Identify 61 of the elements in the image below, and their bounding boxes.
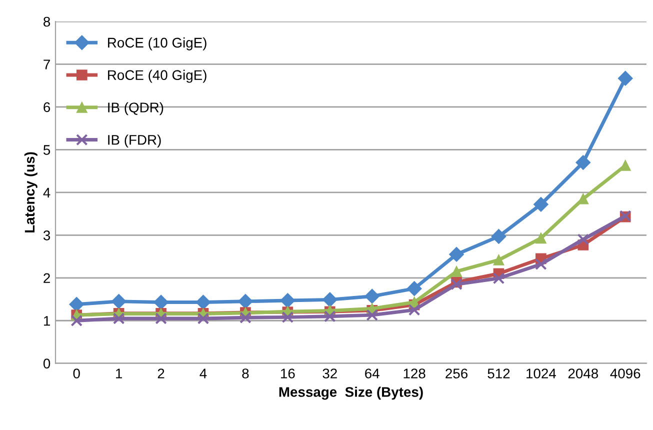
legend-label: RoCE (10 GigE) xyxy=(108,37,206,50)
point xyxy=(618,70,633,86)
point xyxy=(493,254,504,266)
point xyxy=(154,294,168,310)
point xyxy=(366,309,378,321)
point xyxy=(536,232,546,244)
point xyxy=(280,293,296,308)
x-tick-label: 2 xyxy=(158,368,164,378)
x-tick-label: 4 xyxy=(200,368,207,378)
point xyxy=(112,312,125,324)
point xyxy=(451,266,462,277)
point xyxy=(535,258,547,270)
y-tick-label: 5 xyxy=(43,145,50,155)
y-tick-label: 2 xyxy=(44,273,50,283)
y-axis-title: Latency (us) xyxy=(24,152,38,232)
point xyxy=(406,281,422,296)
point xyxy=(155,312,167,324)
point xyxy=(322,292,338,308)
point xyxy=(324,310,336,322)
x-tick-label: 4096 xyxy=(610,368,640,378)
point xyxy=(491,229,506,244)
point xyxy=(534,196,548,212)
point xyxy=(70,314,83,327)
point xyxy=(577,234,590,246)
x-tick-label: 0 xyxy=(73,368,80,378)
x-tick-label: 256 xyxy=(446,368,468,378)
point xyxy=(576,155,591,170)
legend-label: RoCE (40 GigE) xyxy=(108,70,206,83)
point xyxy=(578,193,589,204)
point xyxy=(492,272,505,284)
x-tick-label: 64 xyxy=(365,368,380,378)
y-tick-label: 1 xyxy=(44,316,50,326)
point xyxy=(620,160,631,171)
x-tick-label: 128 xyxy=(404,368,426,378)
legend-label: IB (FDR) xyxy=(108,134,161,148)
x-tick-label: 512 xyxy=(488,368,510,378)
x-tick-label: 2048 xyxy=(568,368,598,378)
x-tick-label: 1 xyxy=(116,368,122,378)
point xyxy=(240,312,252,324)
y-tick-label: 6 xyxy=(44,102,50,112)
point xyxy=(196,294,211,310)
point xyxy=(449,246,464,262)
point xyxy=(111,294,126,309)
x-tick-label: 8 xyxy=(242,368,249,378)
point xyxy=(408,304,420,316)
x-axis-title: Message Size (Bytes) xyxy=(279,386,423,400)
x-tick-label: 1024 xyxy=(526,368,556,378)
legend-label: IB (QDR) xyxy=(108,102,164,116)
y-tick-label: 8 xyxy=(44,16,50,27)
x-tick-label: 16 xyxy=(281,368,295,378)
y-tick-label: 0 xyxy=(43,358,50,369)
y-tick-label: 7 xyxy=(44,60,50,70)
x-tick-label: 32 xyxy=(322,368,337,378)
point xyxy=(69,296,84,312)
y-tick-label: 3 xyxy=(43,230,50,240)
point xyxy=(282,311,294,324)
point xyxy=(238,294,253,309)
y-tick-label: 4 xyxy=(43,188,50,198)
point xyxy=(364,288,380,304)
point xyxy=(197,312,210,324)
point xyxy=(450,278,462,290)
